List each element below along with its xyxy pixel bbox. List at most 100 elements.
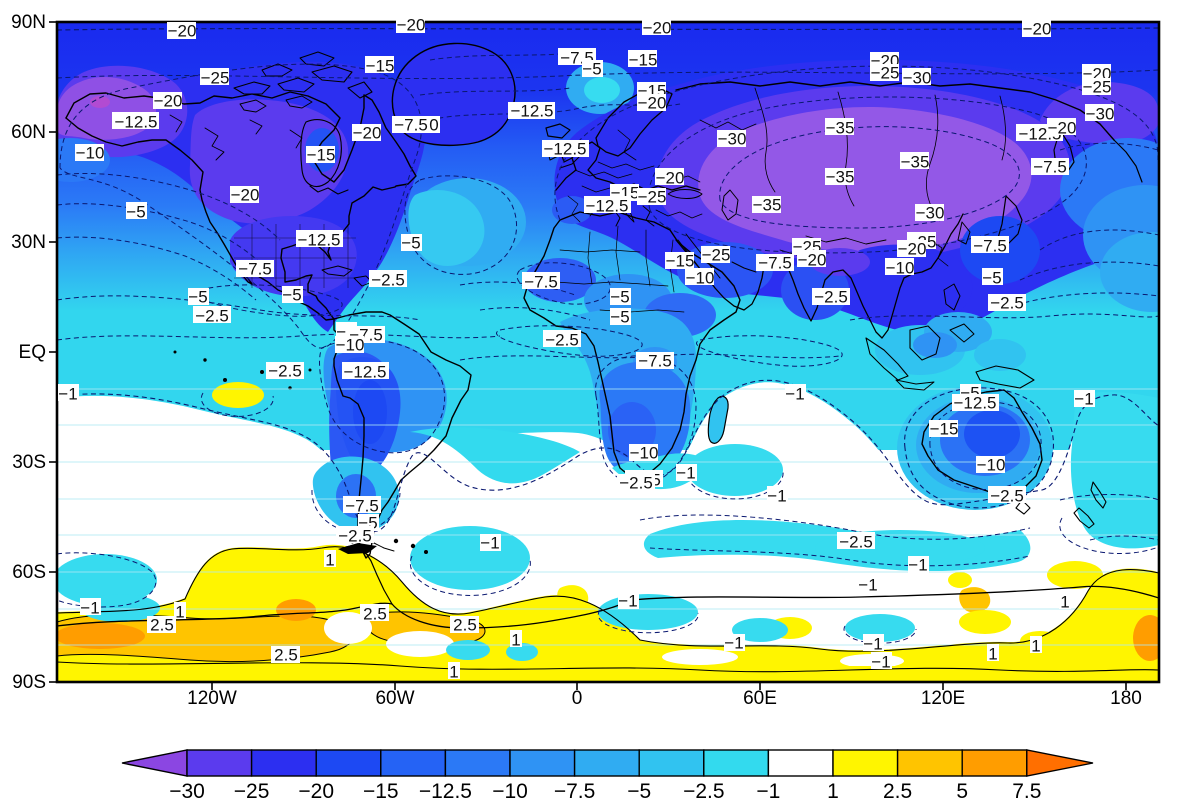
svg-text:−1: −1 bbox=[58, 385, 77, 404]
svg-text:−1: −1 bbox=[80, 599, 99, 618]
svg-text:−30: −30 bbox=[169, 780, 205, 803]
svg-text:−7.5: −7.5 bbox=[1033, 158, 1067, 177]
svg-text:−7.5: −7.5 bbox=[554, 780, 595, 803]
svg-text:−5: −5 bbox=[982, 269, 1001, 288]
svg-text:−20: −20 bbox=[798, 251, 827, 270]
svg-text:−15: −15 bbox=[363, 780, 399, 803]
svg-text:−7.5: −7.5 bbox=[238, 260, 272, 279]
svg-text:1: 1 bbox=[988, 645, 997, 664]
svg-text:−20: −20 bbox=[397, 16, 426, 35]
svg-text:−10: −10 bbox=[76, 144, 105, 163]
svg-text:2.5: 2.5 bbox=[363, 605, 387, 624]
svg-text:−35: −35 bbox=[901, 153, 930, 172]
svg-text:−20: −20 bbox=[643, 19, 672, 38]
svg-text:−12.5: −12.5 bbox=[543, 140, 586, 159]
svg-text:−1: −1 bbox=[871, 653, 890, 672]
svg-text:1: 1 bbox=[827, 780, 839, 803]
svg-text:−25: −25 bbox=[201, 69, 230, 88]
svg-text:−15: −15 bbox=[307, 146, 336, 165]
svg-text:−15: −15 bbox=[366, 57, 395, 76]
svg-text:−1: −1 bbox=[618, 592, 637, 611]
svg-text:−2.5: −2.5 bbox=[619, 474, 653, 493]
svg-text:−35: −35 bbox=[826, 168, 855, 187]
svg-text:−12.5: −12.5 bbox=[419, 780, 472, 803]
svg-text:−20: −20 bbox=[656, 169, 685, 188]
svg-text:−2.5: −2.5 bbox=[990, 294, 1024, 313]
svg-text:−1: −1 bbox=[1074, 390, 1093, 409]
svg-text:0: 0 bbox=[429, 116, 438, 135]
svg-text:−12.5: −12.5 bbox=[585, 197, 628, 216]
svg-text:5: 5 bbox=[956, 780, 968, 803]
svg-text:90N: 90N bbox=[11, 12, 46, 33]
svg-text:2.5: 2.5 bbox=[274, 646, 298, 665]
svg-text:−2.5: −2.5 bbox=[338, 527, 372, 546]
svg-text:−7.5: −7.5 bbox=[345, 497, 379, 516]
svg-text:0: 0 bbox=[572, 688, 583, 709]
svg-text:−2.5: −2.5 bbox=[839, 533, 873, 552]
svg-text:−10: −10 bbox=[630, 444, 659, 463]
svg-text:−25: −25 bbox=[638, 188, 667, 207]
svg-text:−35: −35 bbox=[826, 119, 855, 138]
svg-text:−25: −25 bbox=[871, 64, 900, 83]
svg-text:30N: 30N bbox=[11, 232, 46, 253]
svg-text:−5: −5 bbox=[610, 288, 629, 307]
svg-text:1: 1 bbox=[449, 663, 458, 682]
svg-text:−1: −1 bbox=[767, 487, 786, 506]
svg-text:−5: −5 bbox=[282, 286, 301, 305]
svg-text:−7.5: −7.5 bbox=[973, 237, 1007, 256]
svg-text:−20: −20 bbox=[154, 92, 183, 111]
svg-text:EQ: EQ bbox=[19, 342, 46, 363]
svg-text:60N: 60N bbox=[11, 122, 46, 143]
svg-text:−2.5: −2.5 bbox=[268, 362, 302, 381]
svg-text:−1: −1 bbox=[908, 556, 927, 575]
svg-text:−2.5: −2.5 bbox=[545, 331, 579, 350]
svg-text:−5: −5 bbox=[126, 203, 145, 222]
svg-text:−12.5: −12.5 bbox=[510, 102, 553, 121]
svg-text:−1: −1 bbox=[724, 634, 743, 653]
svg-text:−12.5: −12.5 bbox=[297, 231, 340, 250]
svg-text:−5: −5 bbox=[188, 288, 207, 307]
svg-text:90S: 90S bbox=[12, 672, 46, 693]
svg-text:−2.5: −2.5 bbox=[814, 288, 848, 307]
svg-text:1: 1 bbox=[1031, 637, 1040, 656]
svg-text:−2.5: −2.5 bbox=[990, 487, 1024, 506]
svg-text:−5: −5 bbox=[627, 780, 651, 803]
svg-text:−12.5: −12.5 bbox=[114, 113, 157, 132]
svg-text:−1: −1 bbox=[785, 385, 804, 404]
svg-text:−15: −15 bbox=[666, 252, 695, 271]
svg-text:−20: −20 bbox=[1023, 20, 1052, 39]
svg-text:−20: −20 bbox=[1048, 119, 1077, 138]
svg-text:1: 1 bbox=[325, 551, 334, 570]
svg-text:60E: 60E bbox=[743, 688, 777, 709]
svg-text:−7.5: −7.5 bbox=[394, 116, 428, 135]
svg-text:−2.5: −2.5 bbox=[371, 271, 405, 290]
svg-text:−10: −10 bbox=[886, 259, 915, 278]
svg-text:30S: 30S bbox=[12, 452, 46, 473]
svg-text:−7.5: −7.5 bbox=[758, 254, 792, 273]
svg-text:−20: −20 bbox=[898, 240, 927, 259]
svg-text:−5: −5 bbox=[582, 60, 601, 79]
svg-text:−1: −1 bbox=[858, 576, 877, 595]
svg-text:−20: −20 bbox=[298, 780, 334, 803]
svg-text:−30: −30 bbox=[916, 204, 945, 223]
svg-text:−5: −5 bbox=[610, 308, 629, 327]
svg-text:−1: −1 bbox=[756, 780, 780, 803]
svg-text:−2.5: −2.5 bbox=[195, 307, 229, 326]
svg-text:180: 180 bbox=[1110, 688, 1142, 709]
svg-text:1: 1 bbox=[511, 631, 520, 650]
svg-text:−10: −10 bbox=[977, 456, 1006, 475]
svg-text:−12.5: −12.5 bbox=[343, 363, 386, 382]
svg-text:−25: −25 bbox=[1083, 78, 1112, 97]
svg-text:−2.5: −2.5 bbox=[683, 780, 724, 803]
svg-text:120W: 120W bbox=[187, 688, 237, 709]
svg-text:−5: −5 bbox=[401, 234, 420, 253]
svg-text:−10: −10 bbox=[686, 269, 715, 288]
svg-text:−15: −15 bbox=[629, 51, 658, 70]
svg-text:−12.5: −12.5 bbox=[953, 394, 996, 413]
svg-text:−7.5: −7.5 bbox=[524, 273, 558, 292]
svg-text:−1: −1 bbox=[676, 464, 695, 483]
svg-text:−25: −25 bbox=[702, 246, 731, 265]
svg-text:−10: −10 bbox=[336, 336, 365, 355]
svg-text:−20: −20 bbox=[638, 94, 667, 113]
svg-text:1: 1 bbox=[175, 603, 184, 622]
